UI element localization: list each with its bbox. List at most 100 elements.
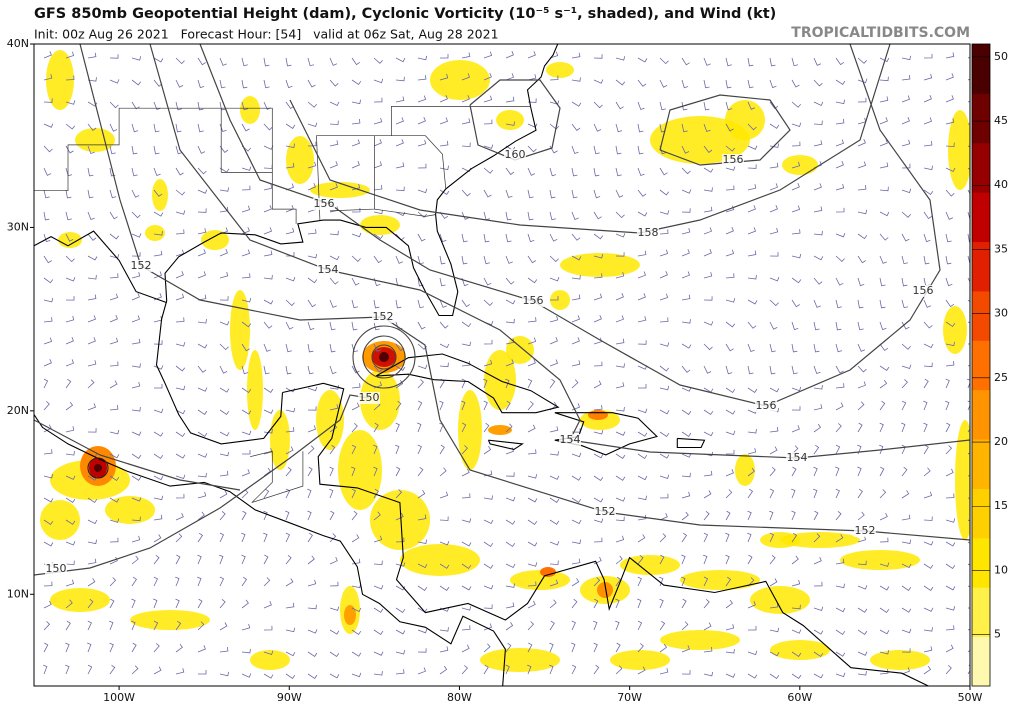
wind-barb xyxy=(593,405,603,411)
wind-barb xyxy=(659,409,670,415)
wind-barb xyxy=(351,444,357,455)
wind-barb xyxy=(175,229,185,235)
wind-barb xyxy=(527,51,536,59)
wind-barb xyxy=(703,431,714,437)
wind-barb xyxy=(263,79,270,89)
wind-barb xyxy=(857,560,867,566)
wind-barb xyxy=(703,622,712,631)
wind-barb xyxy=(43,541,54,547)
wind-barb xyxy=(219,576,225,587)
wind-barb xyxy=(747,448,757,455)
lat-tick-label: 40N xyxy=(7,37,29,50)
wind-barb xyxy=(571,598,578,609)
wind-barb xyxy=(241,554,246,565)
wind-barb xyxy=(725,321,736,328)
wind-barb xyxy=(747,532,752,543)
wind-barb xyxy=(857,651,868,656)
wind-barb xyxy=(615,293,624,301)
wind-barb xyxy=(109,337,119,345)
wind-barb xyxy=(945,167,956,173)
wind-barb xyxy=(263,387,274,393)
wind-barb xyxy=(131,123,139,133)
wind-barb xyxy=(351,651,362,657)
wind-barb xyxy=(373,651,384,656)
wind-barb xyxy=(175,431,186,438)
wind-barb xyxy=(681,491,691,499)
wind-barb xyxy=(395,466,401,477)
wind-barb xyxy=(791,425,800,433)
wind-barb xyxy=(615,315,625,323)
wind-barb xyxy=(109,537,119,543)
wind-barb xyxy=(505,211,512,221)
wind-barb xyxy=(945,563,956,570)
wind-barb xyxy=(87,519,98,525)
wind-barb xyxy=(175,145,183,155)
wind-barb xyxy=(263,227,273,235)
wind-barb xyxy=(373,321,380,331)
wind-barb xyxy=(197,208,207,213)
wind-barb xyxy=(109,233,120,240)
wind-barb xyxy=(945,211,954,220)
wind-barb xyxy=(549,145,558,154)
wind-barb xyxy=(65,51,75,59)
contour-label-bg xyxy=(637,227,659,239)
wind-barb xyxy=(153,145,160,155)
wind-barb xyxy=(285,365,292,375)
wind-barb xyxy=(505,423,513,433)
wind-barb xyxy=(505,318,515,324)
wind-barb xyxy=(417,539,427,544)
wind-barb xyxy=(417,55,428,61)
wind-barb xyxy=(593,273,603,279)
wind-barb xyxy=(219,409,230,416)
wind-barb xyxy=(725,430,736,436)
wind-barb xyxy=(593,430,604,435)
height-contour xyxy=(149,44,970,459)
wind-barb xyxy=(109,556,118,565)
wind-barb xyxy=(65,497,76,503)
wind-barb xyxy=(154,384,163,389)
wind-barb xyxy=(791,532,798,543)
wind-barb xyxy=(219,57,227,66)
wind-barb xyxy=(373,343,382,352)
wind-barb xyxy=(923,665,932,675)
border xyxy=(374,208,436,217)
wind-barb xyxy=(329,365,337,375)
wind-barb xyxy=(725,449,735,455)
wind-barb xyxy=(901,539,912,544)
wind-barb xyxy=(65,475,76,480)
wind-barb xyxy=(197,621,205,631)
wind-barb xyxy=(307,161,317,169)
wind-barb xyxy=(527,600,536,609)
wind-barb xyxy=(329,510,335,521)
wind-barb xyxy=(813,556,822,565)
wind-barb xyxy=(659,365,670,372)
wind-barb xyxy=(198,670,207,675)
wind-barb xyxy=(769,101,779,110)
wind-barb xyxy=(439,95,448,103)
wind-barb xyxy=(439,165,449,171)
wind-barb xyxy=(813,533,821,543)
wind-barb xyxy=(857,78,868,84)
wind-barb xyxy=(153,57,164,63)
wind-barb xyxy=(307,79,316,88)
wind-barb xyxy=(835,466,840,477)
wind-barb xyxy=(681,472,691,478)
wind-barb xyxy=(329,343,336,353)
wind-barb xyxy=(43,98,53,103)
wind-barb xyxy=(835,232,846,238)
wind-barb xyxy=(461,360,471,367)
wind-barb xyxy=(153,167,161,177)
contour-label-bg xyxy=(313,198,335,210)
wind-barb xyxy=(901,628,912,634)
wind-barb xyxy=(901,233,910,242)
wind-barb xyxy=(505,602,515,609)
wind-barb xyxy=(747,145,758,150)
wind-barb xyxy=(351,607,362,613)
wind-barb xyxy=(703,671,714,677)
wind-barb xyxy=(835,99,845,105)
wind-barb xyxy=(461,378,466,389)
wind-barb xyxy=(549,75,559,81)
wind-barb xyxy=(703,57,711,66)
wind-barb xyxy=(549,620,555,631)
wind-barb xyxy=(153,365,164,370)
